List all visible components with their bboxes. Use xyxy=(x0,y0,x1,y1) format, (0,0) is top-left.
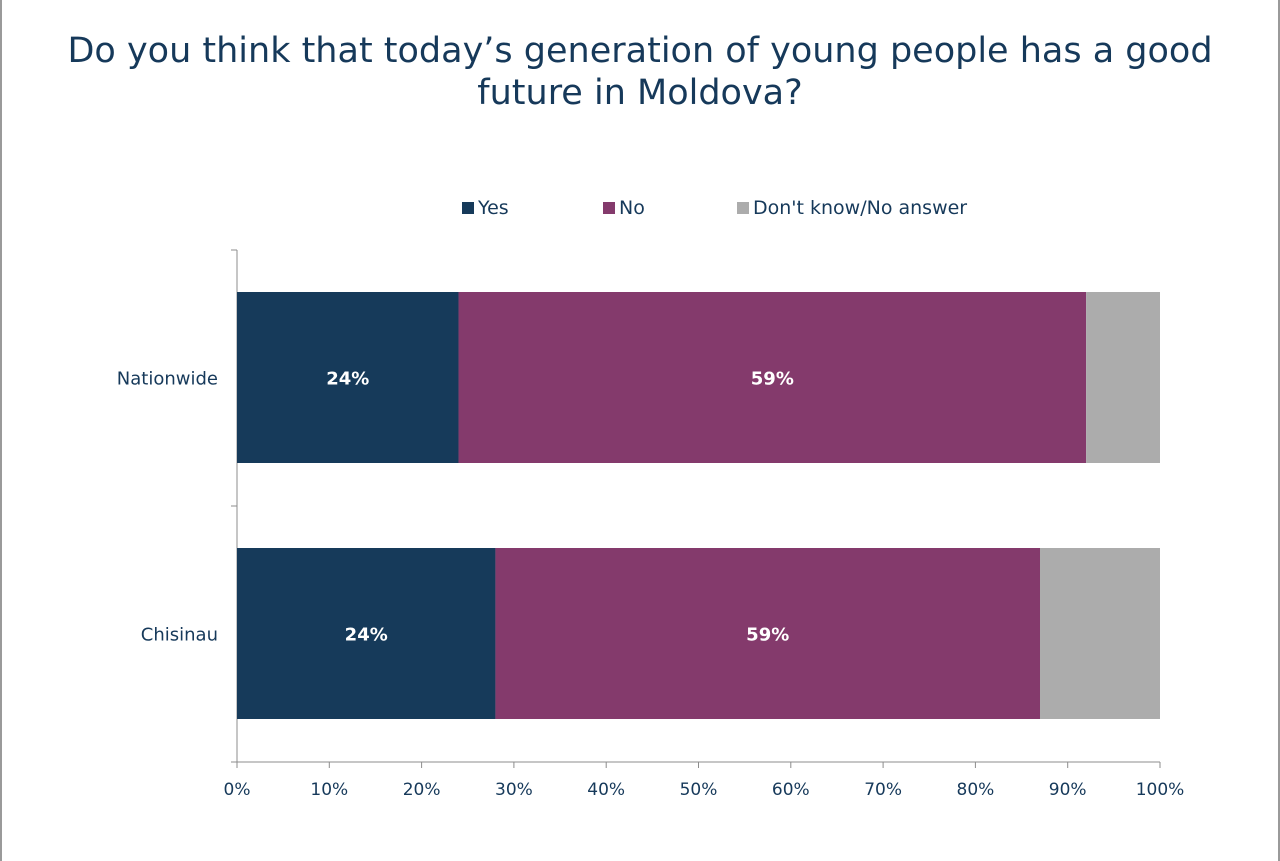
bar-label-1-1: 59% xyxy=(746,625,789,646)
x-tick-label-7: 70% xyxy=(864,780,902,800)
x-tick-label-4: 40% xyxy=(587,780,625,800)
x-tick-label-0: 0% xyxy=(224,780,251,800)
category-label-0: Nationwide xyxy=(117,369,218,390)
legend-label-0: Yes xyxy=(477,197,509,219)
bar-label-1-0: 24% xyxy=(345,625,388,646)
bar-0-2 xyxy=(1086,292,1160,463)
bar-label-0-0: 24% xyxy=(326,369,369,390)
frame-left-border xyxy=(0,0,2,861)
bar-1-0 xyxy=(237,548,496,719)
bar-1-2 xyxy=(1040,548,1160,719)
category-label-1: Chisinau xyxy=(141,625,218,646)
x-tick-label-5: 50% xyxy=(680,780,718,800)
legend-swatch-2 xyxy=(737,202,749,214)
x-tick-label-8: 80% xyxy=(957,780,995,800)
legend-label-2: Don't know/No answer xyxy=(753,197,967,219)
x-tick-label-3: 30% xyxy=(495,780,533,800)
x-tick-label-1: 10% xyxy=(310,780,348,800)
bar-label-0-1: 59% xyxy=(751,369,794,390)
legend-swatch-0 xyxy=(462,202,474,214)
x-tick-label-10: 100% xyxy=(1136,780,1185,800)
bar-0-1 xyxy=(458,292,1087,463)
x-tick-label-9: 90% xyxy=(1049,780,1087,800)
x-tick-label-2: 20% xyxy=(403,780,441,800)
bar-1-1 xyxy=(495,548,1041,719)
x-tick-label-6: 60% xyxy=(772,780,810,800)
legend-swatch-1 xyxy=(603,202,615,214)
chart-title: Do you think that today’s generation of … xyxy=(67,31,1213,113)
frame-right-border xyxy=(1278,0,1280,861)
legend-label-1: No xyxy=(619,197,645,219)
bar-0-0 xyxy=(237,292,459,463)
